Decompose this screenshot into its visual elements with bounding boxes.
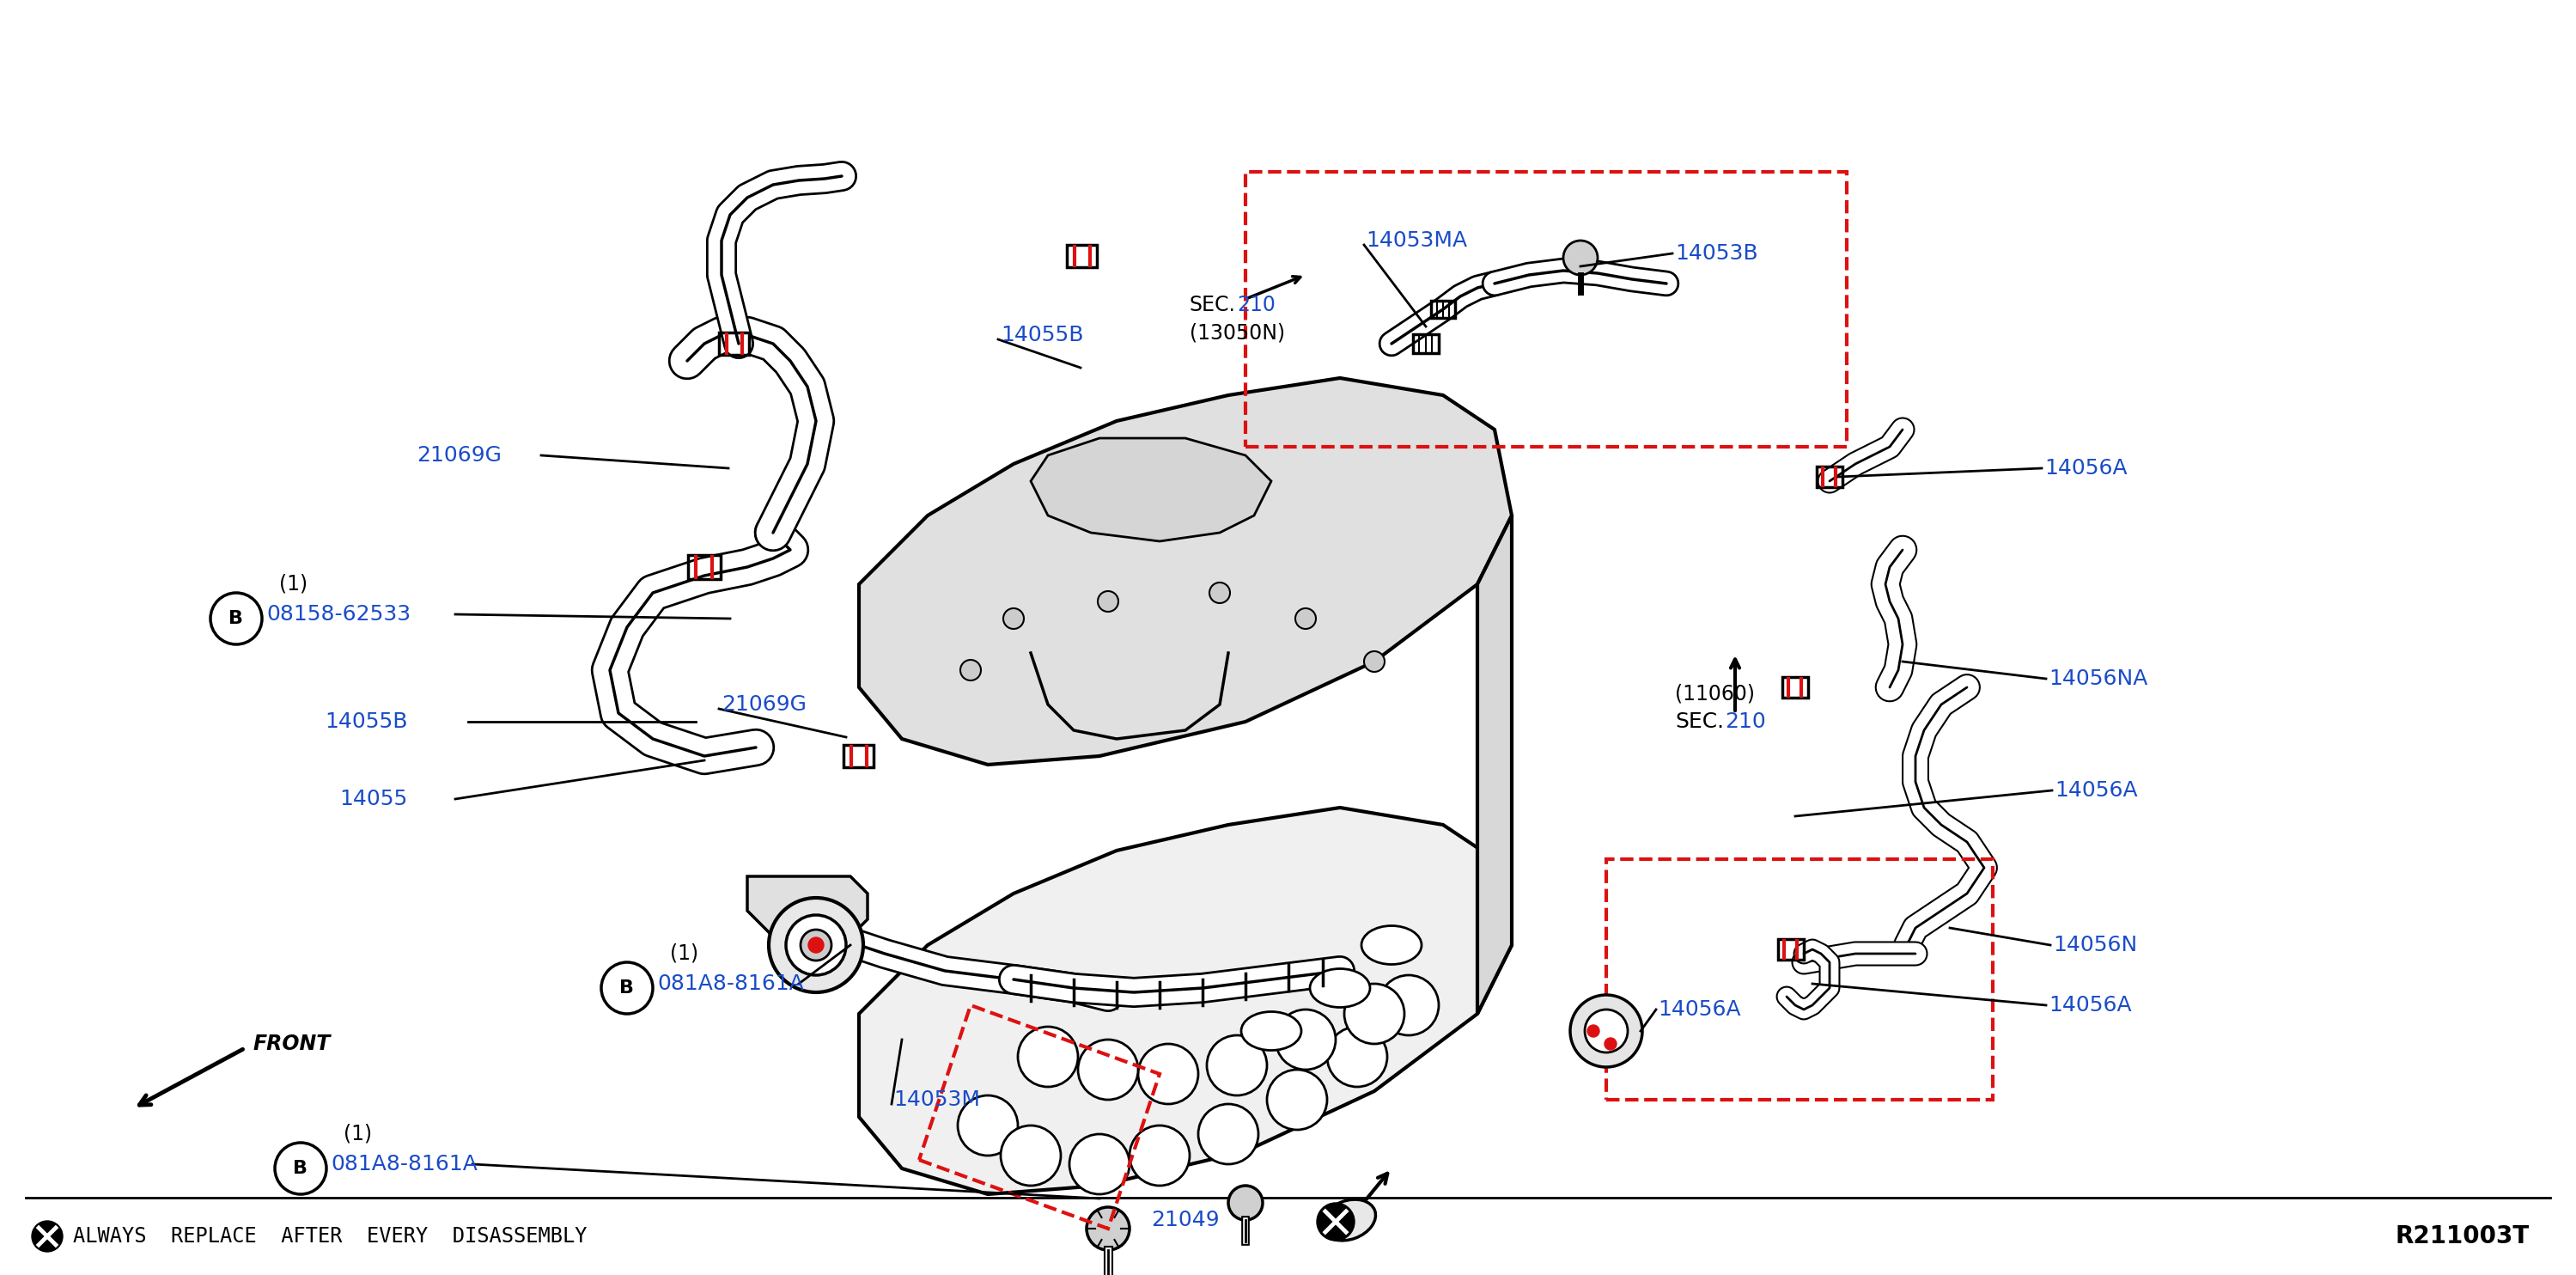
Polygon shape — [747, 876, 868, 937]
Text: (11060): (11060) — [1674, 683, 1754, 705]
Text: B: B — [621, 979, 634, 997]
Circle shape — [1327, 1026, 1388, 1086]
Text: 210: 210 — [1726, 711, 1765, 732]
Text: SEC.: SEC. — [1190, 295, 1236, 315]
Text: 14053B: 14053B — [1674, 244, 1757, 264]
Text: 21049: 21049 — [1151, 1210, 1218, 1230]
Ellipse shape — [1363, 926, 1422, 964]
Circle shape — [961, 660, 981, 681]
Text: 14056A: 14056A — [1659, 1000, 1741, 1020]
Ellipse shape — [1321, 1200, 1376, 1241]
Text: 14056A: 14056A — [2056, 780, 2138, 801]
Bar — [1783, 677, 1808, 697]
Circle shape — [1378, 975, 1440, 1035]
Text: 21069G: 21069G — [721, 694, 806, 715]
Circle shape — [958, 1095, 1018, 1155]
Circle shape — [1564, 241, 1597, 275]
Text: (1): (1) — [343, 1123, 371, 1145]
Text: 14055B: 14055B — [999, 325, 1084, 346]
Text: 14053M: 14053M — [894, 1089, 979, 1111]
Circle shape — [1198, 1104, 1257, 1164]
Text: (1): (1) — [278, 574, 307, 594]
Bar — [688, 555, 721, 579]
Circle shape — [1069, 1133, 1128, 1195]
Polygon shape — [858, 807, 1512, 1195]
Text: ALWAYS  REPLACE  AFTER  EVERY  DISASSEMBLY: ALWAYS REPLACE AFTER EVERY DISASSEMBLY — [72, 1227, 587, 1247]
Text: SEC.: SEC. — [1674, 711, 1723, 732]
Circle shape — [1584, 1010, 1628, 1052]
Text: 14055B: 14055B — [325, 711, 407, 732]
Circle shape — [809, 937, 824, 952]
Circle shape — [1365, 652, 1386, 672]
Bar — [1432, 301, 1455, 317]
Text: (13050N): (13050N) — [1190, 323, 1285, 343]
Text: 081A8-8161A: 081A8-8161A — [330, 1154, 477, 1174]
Circle shape — [1345, 984, 1404, 1044]
Circle shape — [999, 1126, 1061, 1186]
Text: 14055: 14055 — [340, 789, 407, 810]
Circle shape — [1128, 1126, 1190, 1186]
Circle shape — [1139, 1044, 1198, 1104]
Circle shape — [1002, 608, 1023, 629]
Circle shape — [1208, 583, 1229, 603]
Bar — [1244, 172, 1847, 446]
Circle shape — [801, 929, 832, 960]
Circle shape — [1275, 1010, 1337, 1070]
Polygon shape — [858, 377, 1512, 765]
Polygon shape — [1030, 439, 1270, 542]
Bar — [1777, 940, 1803, 960]
Text: 08158-62533: 08158-62533 — [265, 604, 410, 625]
Text: 210: 210 — [1236, 295, 1275, 315]
Circle shape — [1267, 1070, 1327, 1130]
Text: 21069G: 21069G — [417, 445, 502, 465]
Text: 14056A: 14056A — [2048, 994, 2130, 1015]
Circle shape — [1587, 1025, 1600, 1037]
Ellipse shape — [1311, 969, 1370, 1007]
Circle shape — [1316, 1202, 1355, 1241]
Text: 14056N: 14056N — [2053, 935, 2138, 955]
Bar — [845, 745, 873, 768]
Bar — [1607, 859, 1994, 1100]
Circle shape — [1229, 1186, 1262, 1220]
Text: 14056A: 14056A — [2045, 458, 2128, 478]
Circle shape — [1571, 994, 1643, 1067]
Circle shape — [1018, 1026, 1077, 1086]
Text: (1): (1) — [670, 944, 698, 964]
Text: 081A8-8161A: 081A8-8161A — [657, 973, 804, 994]
Circle shape — [1097, 592, 1118, 612]
Bar — [719, 333, 750, 354]
Bar — [1066, 245, 1097, 268]
Circle shape — [786, 915, 845, 975]
Circle shape — [1087, 1207, 1128, 1250]
Circle shape — [1077, 1039, 1139, 1100]
Circle shape — [1296, 608, 1316, 629]
Text: 14053MA: 14053MA — [1365, 231, 1468, 251]
Circle shape — [1605, 1038, 1618, 1049]
Text: B: B — [294, 1160, 309, 1177]
Text: R211003T: R211003T — [2396, 1224, 2530, 1248]
Circle shape — [31, 1221, 62, 1252]
Ellipse shape — [1242, 1011, 1301, 1051]
Bar — [1816, 467, 1842, 487]
Text: 14056NA: 14056NA — [2048, 668, 2148, 688]
Circle shape — [1206, 1035, 1267, 1095]
Circle shape — [768, 898, 863, 992]
Bar — [1414, 334, 1440, 353]
Text: FRONT: FRONT — [252, 1034, 332, 1054]
Polygon shape — [1479, 515, 1512, 1014]
Text: B: B — [229, 609, 245, 627]
